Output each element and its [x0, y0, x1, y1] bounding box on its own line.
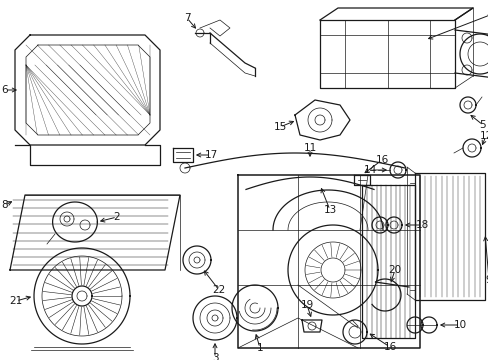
Text: 16: 16 [383, 342, 396, 352]
Text: 15: 15 [273, 122, 286, 132]
Text: 18: 18 [414, 220, 428, 230]
Text: 11: 11 [303, 143, 316, 153]
Text: 20: 20 [387, 265, 401, 275]
Text: 2: 2 [113, 212, 120, 222]
Text: 17: 17 [204, 150, 217, 160]
Text: 3: 3 [211, 353, 218, 360]
Text: 7: 7 [183, 13, 190, 23]
Text: 4: 4 [486, 10, 488, 20]
Text: 14: 14 [363, 165, 376, 175]
Text: 12: 12 [478, 131, 488, 141]
Text: 10: 10 [452, 320, 466, 330]
Text: 16: 16 [375, 155, 388, 165]
Text: 13: 13 [323, 205, 336, 215]
Text: 22: 22 [212, 285, 225, 295]
Text: 9: 9 [485, 275, 488, 285]
Text: 8: 8 [1, 200, 8, 210]
Text: 5: 5 [479, 120, 486, 130]
Text: 19: 19 [300, 300, 313, 310]
Text: 6: 6 [1, 85, 8, 95]
Text: 1: 1 [256, 343, 263, 353]
Text: 21: 21 [9, 296, 22, 306]
